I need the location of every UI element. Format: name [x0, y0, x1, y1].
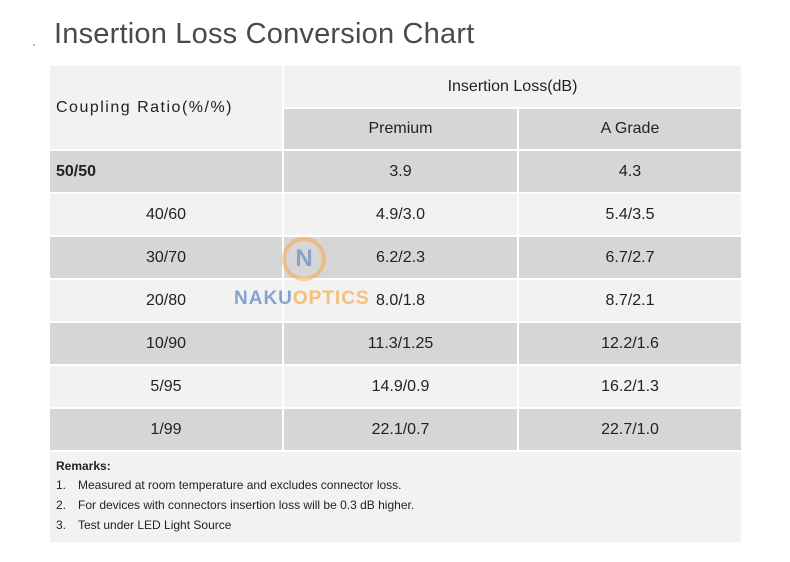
- row-agrade: 16.2/1.3: [519, 366, 741, 407]
- remark-text: For devices with connectors insertion lo…: [78, 498, 415, 512]
- remark-item: 1. Measured at room temperature and exclu…: [56, 478, 402, 492]
- remark-number: 3.: [56, 518, 67, 532]
- row-premium: 8.0/1.8: [284, 280, 517, 321]
- row-agrade: 12.2/1.6: [519, 323, 741, 364]
- row-premium: 6.2/2.3: [284, 237, 517, 278]
- row-ratio: 10/90: [50, 323, 282, 364]
- row-ratio: 40/60: [50, 194, 282, 235]
- stray-dot: [33, 44, 35, 46]
- remarks-title: Remarks:: [56, 459, 111, 473]
- row-premium: 22.1/0.7: [284, 409, 517, 450]
- row-ratio: 50/50: [50, 151, 282, 192]
- remark-text: Measured at room temperature and exclude…: [78, 478, 402, 492]
- header-a-grade: A Grade: [519, 109, 741, 149]
- remark-item: 3. Test under LED Light Source: [56, 518, 231, 532]
- row-ratio: 1/99: [50, 409, 282, 450]
- row-premium: 14.9/0.9: [284, 366, 517, 407]
- header-premium: Premium: [284, 109, 517, 149]
- row-premium: 4.9/3.0: [284, 194, 517, 235]
- remark-text: Test under LED Light Source: [78, 518, 232, 532]
- remark-number: 1.: [56, 478, 67, 492]
- row-premium: 11.3/1.25: [284, 323, 517, 364]
- row-agrade: 6.7/2.7: [519, 237, 741, 278]
- row-agrade: 8.7/2.1: [519, 280, 741, 321]
- row-agrade: 5.4/3.5: [519, 194, 741, 235]
- row-ratio: 30/70: [50, 237, 282, 278]
- row-premium: 3.9: [284, 151, 517, 192]
- insertion-loss-table: Coupling Ratio(%/%) Insertion Loss(dB) P…: [50, 66, 741, 542]
- remark-number: 2.: [56, 498, 67, 512]
- remarks-section: Remarks: 1. Measured at room temperature …: [50, 452, 741, 542]
- remark-item: 2. For devices with connectors insertion …: [56, 498, 414, 512]
- row-agrade: 4.3: [519, 151, 741, 192]
- header-insertion-loss: Insertion Loss(dB): [284, 66, 741, 107]
- page-title: Insertion Loss Conversion Chart: [54, 18, 475, 50]
- row-ratio: 20/80: [50, 280, 282, 321]
- row-ratio: 5/95: [50, 366, 282, 407]
- header-coupling-ratio: Coupling Ratio(%/%): [50, 66, 282, 149]
- row-agrade: 22.7/1.0: [519, 409, 741, 450]
